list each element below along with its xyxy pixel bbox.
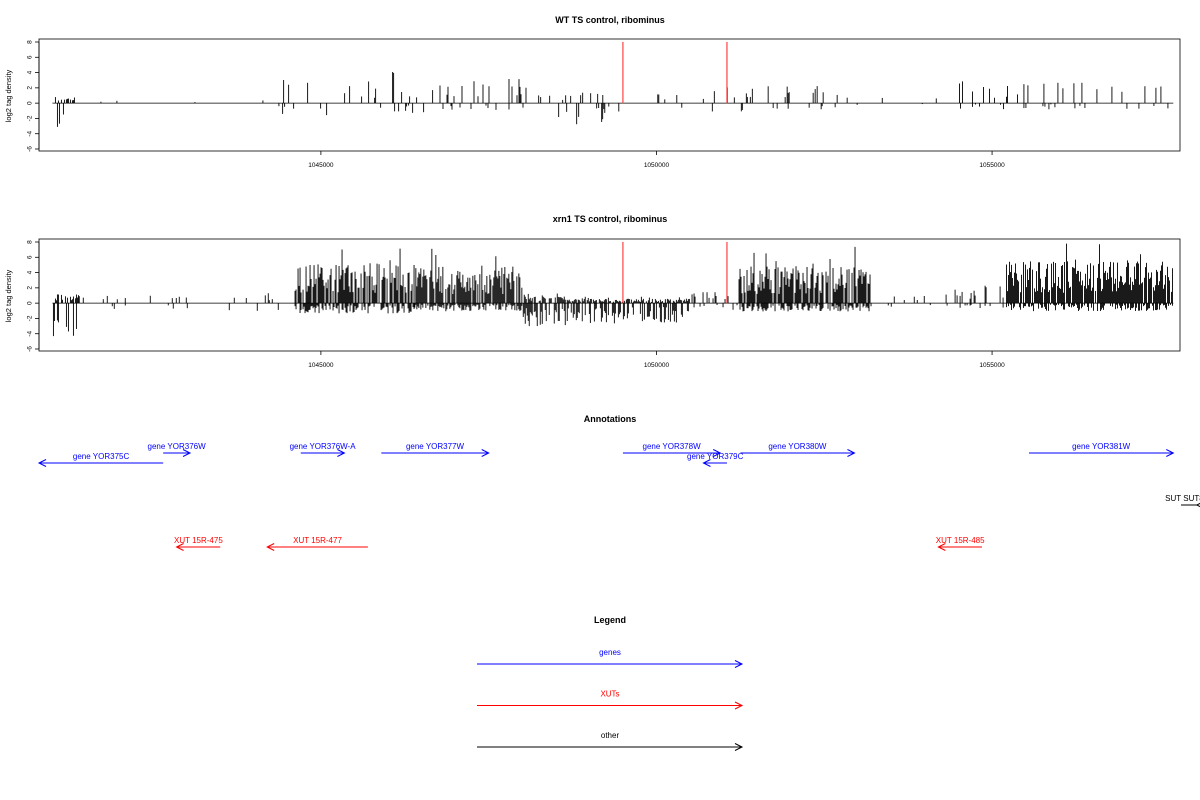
xrn1-panel-title: xrn1 TS control, ribominus: [553, 214, 668, 224]
x-tick-label: 1055000: [979, 362, 1005, 369]
feature-label: XUT 15R-475: [174, 536, 223, 545]
feature-label: XUT 15R-477: [293, 536, 342, 545]
x-tick-label: 1055000: [979, 162, 1005, 169]
annotation-features: gene YOR375C gene YOR376W gene YOR376W-A ge…: [37, 442, 1200, 551]
annotation-feature: gene YOR376W-A: [290, 442, 357, 457]
y-tick-label: 6: [27, 55, 34, 59]
feature-arrow-head: [266, 543, 275, 551]
legend-label: genes: [599, 648, 621, 657]
feature-label: XUT 15R-485: [936, 536, 985, 545]
x-tick-label: 1050000: [644, 362, 670, 369]
y-tick-label: 8: [27, 240, 34, 244]
annotation-feature: gene YOR376W: [148, 442, 207, 457]
feature-arrow-head: [734, 701, 744, 710]
legend-item-other: other: [477, 731, 744, 751]
y-tick-label: 6: [27, 255, 34, 259]
feature-arrow-head: [182, 449, 192, 457]
legend-item-gene: genes: [477, 648, 744, 668]
x-tick-label: 1045000: [308, 162, 334, 169]
annotation-feature: SUT SUT801: [1165, 494, 1200, 508]
feature-label: gene YOR375C: [73, 452, 130, 461]
annotation-feature: XUT 15R-477: [266, 536, 368, 551]
annotation-feature: gene YOR379C: [687, 452, 744, 467]
y-tick-label: 4: [27, 270, 34, 274]
annotation-feature: gene YOR380W: [740, 442, 856, 457]
y-tick-label: -2: [27, 315, 34, 321]
feature-arrow-head: [175, 543, 184, 551]
x-tick-label: 1050000: [644, 162, 670, 169]
xrn1-y-axis: -6 -4 -2 0 2 4 6 8: [27, 240, 40, 352]
legend-items: genes XUTs other: [477, 648, 744, 751]
wt-y-axis-label: log2 tag density: [4, 69, 13, 122]
y-tick-label: -4: [27, 330, 34, 336]
legend-label: other: [601, 731, 620, 740]
legend-title: Legend: [594, 615, 626, 625]
feature-arrow-head: [1166, 449, 1175, 457]
wt-x-axis: 1045000 1050000 1055000: [308, 151, 1005, 169]
feature-arrow-head: [734, 660, 744, 668]
y-tick-label: -6: [27, 146, 34, 152]
wt-markers: [622, 42, 728, 104]
annotation-feature: gene YOR377W: [381, 442, 490, 457]
feature-label: gene YOR378W: [643, 442, 702, 451]
x-tick-label: 1045000: [308, 362, 334, 369]
wt-plot-frame: [38, 38, 1181, 152]
feature-arrow-head: [847, 449, 856, 457]
legend-item-xut: XUTs: [477, 690, 744, 710]
feature-arrow-head: [734, 743, 744, 751]
y-tick-label: 0: [27, 101, 34, 105]
feature-label: gene YOR380W: [768, 442, 827, 451]
xrn1-bars: [52, 243, 1174, 337]
xrn1-x-axis: 1045000 1050000 1055000: [308, 351, 1005, 369]
y-tick-label: -6: [27, 346, 34, 352]
annotation-feature: gene YOR381W: [1028, 442, 1175, 457]
feature-arrow-head: [702, 459, 711, 467]
y-tick-label: -4: [27, 130, 34, 136]
wt-panel-title: WT TS control, ribominus: [555, 15, 665, 25]
y-tick-label: 2: [27, 286, 34, 290]
feature-arrow-head: [713, 449, 722, 457]
xrn1-y-axis-label: log2 tag density: [4, 269, 13, 322]
feature-label: gene YOR376W: [148, 442, 207, 451]
y-tick-label: 8: [27, 40, 34, 44]
wt-y-axis: -6 -4 -2 0 2 4 6 8: [27, 40, 40, 152]
y-tick-label: 2: [27, 86, 34, 90]
wt-bars: [52, 72, 1174, 127]
feature-arrow-head: [937, 543, 946, 551]
y-tick-label: 0: [27, 301, 34, 305]
legend-label: XUTs: [600, 690, 619, 699]
xrn1-density-panel: xrn1 TS control, ribominus log2 tag dens…: [4, 214, 1181, 369]
annotation-feature: XUT 15R-485: [936, 536, 985, 551]
y-tick-label: -2: [27, 115, 34, 121]
feature-label: gene YOR381W: [1072, 442, 1131, 451]
feature-arrow-head: [1195, 502, 1200, 508]
legend-panel: Legend genes XUTs other: [477, 615, 744, 751]
feature-arrow-head: [37, 459, 47, 467]
feature-label: gene YOR379C: [687, 452, 744, 461]
annotation-feature: XUT 15R-475: [174, 536, 223, 551]
feature-arrow-head: [481, 449, 490, 457]
wt-density-panel: WT TS control, ribominus log2 tag densit…: [4, 15, 1181, 169]
y-tick-label: 4: [27, 70, 34, 74]
feature-label: gene YOR376W-A: [290, 442, 357, 451]
feature-label: gene YOR377W: [406, 442, 465, 451]
annotation-feature: gene YOR375C: [37, 452, 164, 467]
feature-label: SUT SUT801: [1165, 494, 1200, 503]
xrn1-markers: [622, 242, 728, 304]
feature-arrow-head: [337, 449, 346, 457]
annotation-feature: gene YOR378W: [622, 442, 722, 457]
annotations-title: Annotations: [584, 414, 637, 424]
